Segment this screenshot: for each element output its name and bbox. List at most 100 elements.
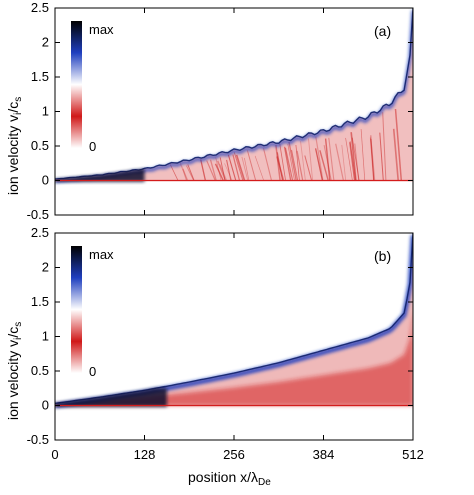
panel-a-colorbar: max 0 [71,21,114,154]
streak [295,144,300,181]
panel-b-x-ticks: 0 128 256 384 512 [51,233,424,462]
streak [219,157,226,181]
x-tick-label: 128 [134,447,156,462]
streak [169,164,179,181]
streak [341,144,347,181]
streak [179,162,189,181]
dense-core [55,168,145,182]
streak [392,128,399,181]
y-tick-label: 0.5 [31,363,49,378]
streak [382,112,387,181]
x-tick-label: 0 [51,447,58,462]
streak [288,141,297,181]
panel-a-label: (a) [374,23,391,39]
streak [276,152,284,181]
streak [244,157,250,181]
streak [370,139,376,181]
y-tick-label: -0.5 [27,432,49,447]
streak [345,137,353,181]
y-tick-label: 0 [42,173,49,188]
streak [308,138,314,181]
streak [187,164,195,181]
panel-a-heatmap [55,8,413,183]
streak [350,132,357,181]
streak [324,138,331,181]
y-tick-label: 2 [42,35,49,50]
y-tick-label: 0 [42,398,49,413]
streak [185,165,195,181]
streak [226,159,232,181]
y-tick-label: 1.5 [31,294,49,309]
x-tick-label: 512 [402,447,424,462]
y-tick-label: 1 [42,104,49,119]
panel-a: -0.5 0 0.5 1 1.5 2 2.5 (a) max 0 ion velocity … [5,0,414,222]
streak [300,141,306,181]
distribution-core [55,310,413,406]
panel-b-heatmap [55,233,413,408]
streak [394,108,403,181]
streak [319,150,329,181]
panel-b-colorbar-gradient [71,246,82,373]
y-tick-label: 1.5 [31,69,49,84]
streak [354,143,360,181]
streak [304,155,313,181]
y-tick-label: 2.5 [31,0,49,15]
streak [351,137,360,181]
streak [315,136,324,181]
panel-a-colorbar-min: 0 [89,139,96,154]
streak [232,154,241,181]
dense-core [55,388,167,407]
panel-b-colorbar: max 0 [71,246,114,379]
streak [369,137,375,181]
panel-b-y-axis-title: ion velocity vi/cs [5,322,24,420]
streak [209,159,217,181]
streak [182,168,188,181]
panel-b-colorbar-max: max [89,247,114,262]
streak [287,144,295,181]
streak [206,160,216,181]
front-curve [55,233,413,405]
streak [328,137,335,181]
streak [370,135,375,181]
x-tick-label: 256 [223,447,245,462]
streak [349,142,356,181]
streak [227,154,237,181]
streak [291,149,299,181]
streak [214,163,224,181]
x-axis-title: position x/λDe [188,469,271,488]
streak [275,144,281,181]
streak [360,129,366,181]
distribution-region [55,8,413,182]
panel-a-colorbar-gradient [71,21,82,148]
streak [254,155,264,181]
streak [246,150,257,181]
y-tick-label: 0.5 [31,138,49,153]
streak [284,147,294,181]
panel-b: -0.500.511.522.5 0 128 256 384 512 (b) max 0… [5,225,424,488]
streak [279,143,286,181]
panel-a-y-axis-title: ion velocity vi/cs [5,97,24,195]
distribution-region [55,233,413,407]
streak [296,150,304,181]
panel-b-y-ticks: -0.5 0 0.5 1 1.5 2 2.5 [27,225,413,447]
streak [276,156,285,181]
streak [379,132,384,181]
streak [314,148,324,181]
panel-a-colorbar-max: max [89,22,114,37]
y-tick-label: -0.5 [27,207,49,222]
panel-a-x-ticks [54,8,414,215]
streak [283,146,292,181]
y-tick-label: 2 [42,260,49,275]
panel-b-label: (b) [374,248,391,264]
panel-b-colorbar-min: 0 [89,364,96,379]
streak [262,148,273,181]
streak [241,156,249,181]
streak [233,152,244,181]
panel-a-y-ticks: -0.5 0 0.5 1 1.5 2 2.5 [27,0,413,222]
streak [235,154,246,181]
streak [215,157,222,181]
x-tick-label: 384 [313,447,335,462]
streak [224,163,233,181]
y-tick-label: 2.5 [31,225,49,240]
